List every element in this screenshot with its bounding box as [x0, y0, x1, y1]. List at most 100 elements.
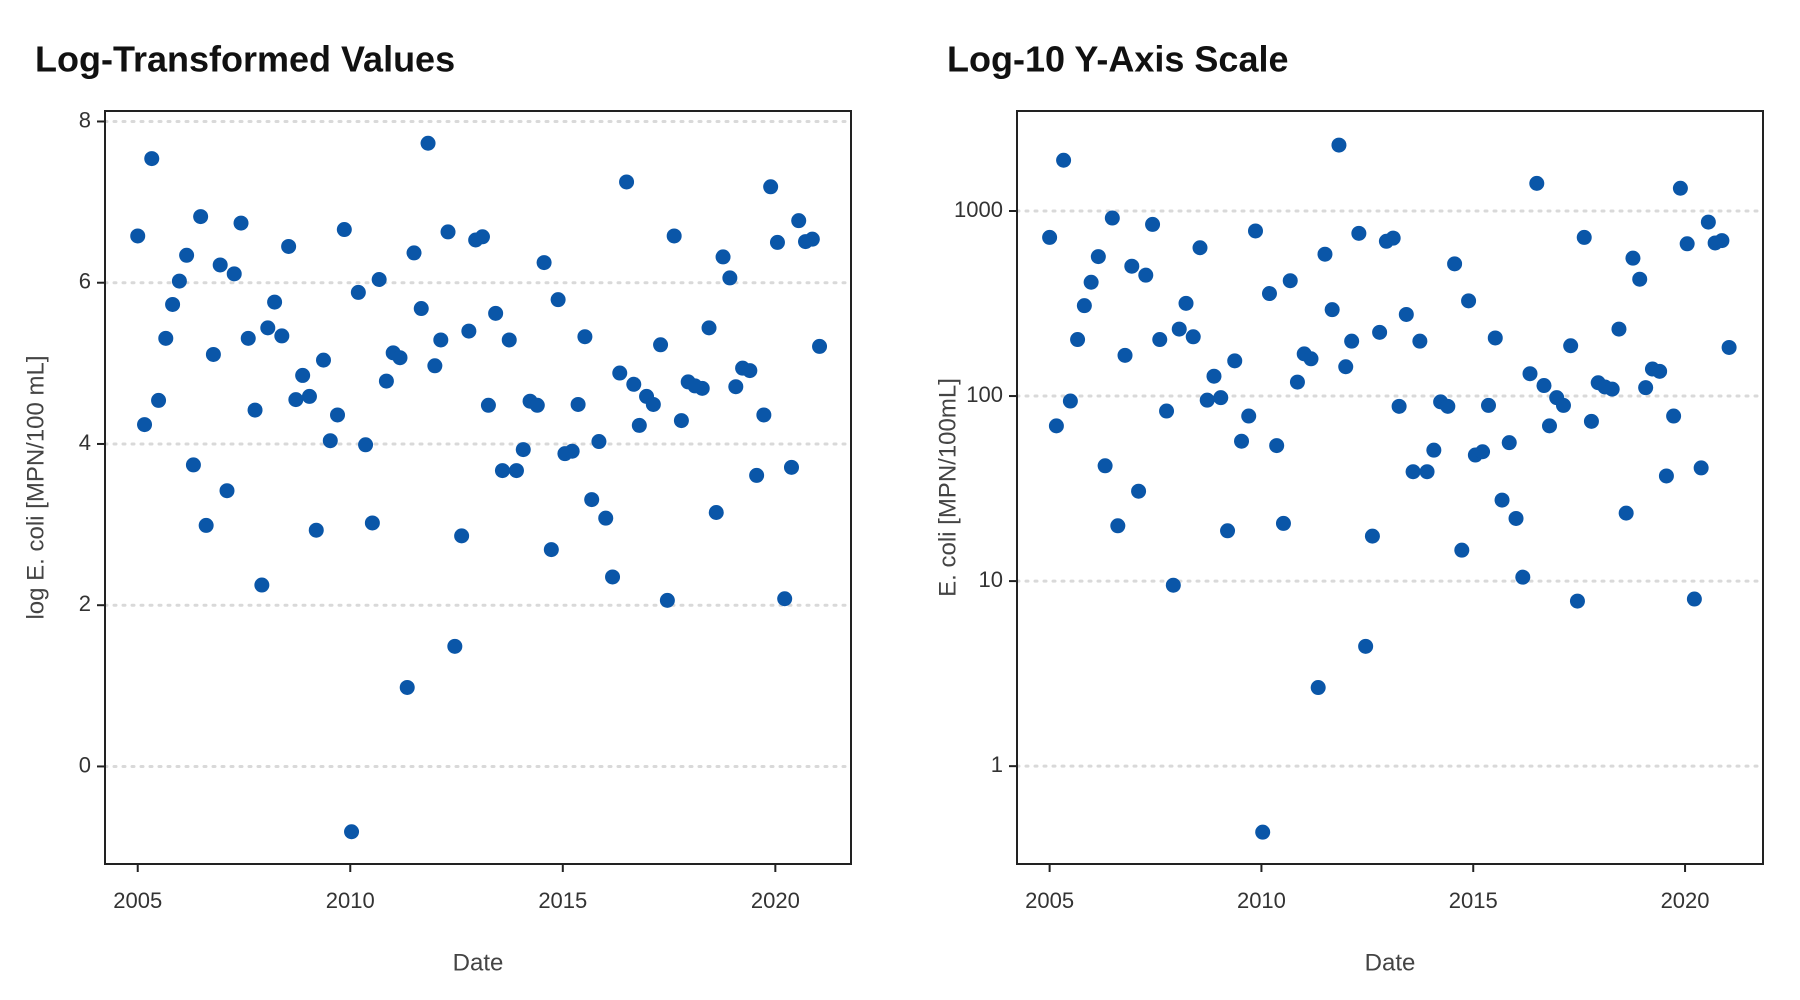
data-point	[1227, 353, 1243, 369]
data-point	[420, 135, 436, 151]
data-point	[749, 467, 765, 483]
data-point	[1199, 392, 1215, 408]
data-point	[378, 373, 394, 389]
data-point	[1666, 408, 1682, 424]
data-point	[1583, 413, 1599, 429]
data-point	[1541, 418, 1557, 434]
data-point	[1385, 230, 1401, 246]
data-point	[1241, 408, 1257, 424]
data-point	[1171, 321, 1187, 337]
chart-title: Log-10 Y-Axis Scale	[947, 39, 1289, 80]
data-point	[247, 402, 263, 418]
data-point	[1632, 271, 1648, 287]
data-point	[1672, 180, 1688, 196]
chart-title: Log-Transformed Values	[35, 39, 455, 80]
data-point	[212, 257, 228, 273]
data-point	[653, 337, 669, 353]
data-point	[550, 292, 566, 308]
data-point	[1056, 152, 1072, 168]
data-point	[1117, 347, 1133, 363]
data-point	[1652, 363, 1668, 379]
data-point	[1412, 333, 1428, 349]
data-point	[769, 234, 785, 250]
y-tick-label: 1000	[954, 197, 1003, 222]
data-point	[1104, 210, 1120, 226]
data-point	[763, 179, 779, 195]
data-point	[701, 320, 717, 336]
data-point	[1604, 381, 1620, 397]
data-point	[198, 517, 214, 533]
data-point	[1076, 298, 1092, 314]
data-point	[1165, 577, 1181, 593]
data-point	[371, 271, 387, 287]
y-axis-title: E. coli [MPN/100mL]	[934, 378, 961, 597]
data-point	[1303, 351, 1319, 367]
data-point	[598, 510, 614, 526]
data-point	[488, 305, 504, 321]
data-point	[193, 209, 209, 225]
data-point	[364, 515, 380, 531]
data-point	[288, 392, 304, 408]
x-tick-label: 2020	[751, 888, 800, 913]
data-point	[1419, 464, 1435, 480]
data-point	[605, 569, 621, 585]
y-tick-label: 2	[79, 591, 91, 616]
data-point	[1364, 528, 1380, 544]
x-axis-title: Date	[453, 949, 504, 976]
x-tick-label: 2015	[538, 888, 587, 913]
data-point	[1625, 250, 1641, 266]
data-point	[1480, 397, 1496, 413]
data-point	[1475, 444, 1491, 460]
data-point	[1289, 374, 1305, 390]
data-point	[1331, 137, 1347, 153]
data-point	[1372, 324, 1388, 340]
data-point	[260, 320, 276, 336]
data-point	[1048, 418, 1064, 434]
data-point	[626, 376, 642, 392]
data-point	[267, 294, 283, 310]
data-point	[254, 577, 270, 593]
data-point	[501, 332, 517, 348]
data-point	[508, 463, 524, 479]
data-point	[1679, 236, 1695, 252]
data-point	[1611, 321, 1627, 337]
x-tick-label: 2005	[113, 888, 162, 913]
data-point	[1282, 273, 1298, 289]
plot-frame	[104, 110, 852, 865]
data-point	[1206, 368, 1222, 384]
x-tick-label: 2010	[326, 888, 375, 913]
plot-frame	[1016, 110, 1764, 865]
data-point	[742, 363, 758, 379]
data-point	[1569, 593, 1585, 609]
data-point	[1255, 824, 1271, 840]
data-point	[226, 266, 242, 282]
data-point	[1721, 339, 1737, 355]
x-axis-title: Date	[1365, 949, 1416, 976]
data-point	[722, 270, 738, 286]
data-point	[1618, 505, 1634, 521]
chart-panel: Log-10 Y-Axis Scale 1 10 100 1000 2005 2010 201…	[934, 39, 1765, 976]
data-point	[1555, 397, 1571, 413]
data-point	[1110, 518, 1126, 534]
data-point	[1563, 338, 1579, 354]
data-point	[1447, 256, 1463, 272]
data-point	[536, 255, 552, 271]
y-tick-label: 6	[79, 269, 91, 294]
data-point	[1070, 332, 1086, 348]
data-point	[1090, 249, 1106, 265]
data-point	[584, 492, 600, 508]
data-point	[322, 433, 338, 449]
data-point	[1083, 274, 1099, 290]
data-point	[295, 367, 311, 383]
data-point	[666, 228, 682, 244]
data-point	[219, 483, 235, 499]
data-point	[1213, 390, 1229, 406]
data-point	[474, 229, 490, 245]
data-point	[783, 459, 799, 475]
data-point	[1508, 510, 1524, 526]
data-point	[233, 215, 249, 231]
y-tick-label: 0	[79, 752, 91, 777]
data-point	[205, 346, 221, 362]
data-point	[1344, 333, 1360, 349]
